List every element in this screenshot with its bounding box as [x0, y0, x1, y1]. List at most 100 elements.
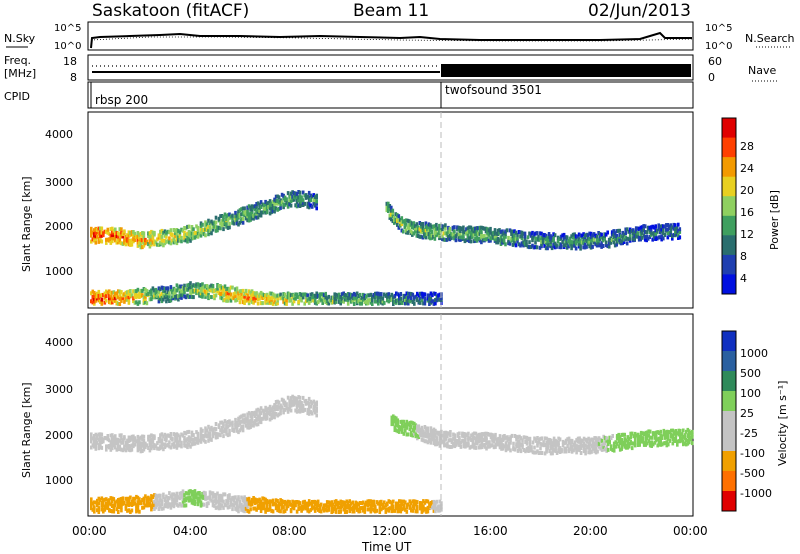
- power-cell: [153, 230, 156, 235]
- velocity-cell: [250, 411, 254, 415]
- power-cell: [282, 292, 285, 297]
- power-cell: [402, 229, 405, 234]
- velocity-cell: [183, 430, 186, 435]
- power-cell: [90, 226, 93, 231]
- velocity-cell: [123, 500, 126, 505]
- power-cell: [201, 230, 204, 235]
- velocity-cell: [575, 450, 578, 455]
- power-cell: [544, 246, 548, 251]
- power-cell: [100, 239, 104, 244]
- velocity-cell: [620, 438, 623, 442]
- power-cell: [184, 295, 188, 300]
- power-cell: [135, 289, 138, 294]
- power-cell: [273, 296, 276, 301]
- power-cell: [199, 233, 203, 238]
- power-cell: [171, 232, 174, 237]
- velocity-cell: [331, 509, 335, 514]
- velocity-cell: [516, 435, 520, 440]
- power-cell: [588, 239, 591, 244]
- power-cell: [118, 302, 122, 306]
- velocity-cbar-swatch: [722, 331, 736, 352]
- velocity-cell: [214, 500, 218, 505]
- velocity-cell: [398, 427, 401, 431]
- velocity-cell: [151, 444, 155, 449]
- power-cell: [235, 216, 239, 221]
- power-cell: [127, 242, 131, 247]
- power-cell: [108, 289, 111, 294]
- velocity-cell: [374, 509, 377, 514]
- velocity-cell: [449, 433, 452, 438]
- power-cell: [157, 299, 161, 304]
- power-cell: [175, 283, 179, 288]
- power-cell: [457, 225, 461, 230]
- power-cell: [624, 235, 627, 240]
- power-cell: [385, 201, 389, 206]
- power-cell: [277, 206, 281, 211]
- velocity-cell: [566, 444, 569, 448]
- velocity-cell: [120, 436, 123, 441]
- velocity-cell: [246, 504, 249, 509]
- velocity-cell: [94, 446, 98, 451]
- power-cell: [255, 202, 258, 206]
- power-cell: [147, 291, 150, 296]
- velocity-cell: [153, 502, 156, 507]
- power-cell: [102, 231, 105, 236]
- velocity-cell: [295, 403, 299, 408]
- power-cell: [225, 298, 228, 303]
- velocity-cell: [214, 493, 218, 498]
- velocity-cell: [593, 436, 596, 441]
- power-cell: [150, 292, 153, 297]
- power-cell: [390, 205, 393, 210]
- velocity-cell: [657, 431, 661, 435]
- velocity-cell: [180, 491, 183, 496]
- velocity-cell: [286, 504, 290, 509]
- velocity-cell: [292, 395, 296, 400]
- velocity-cell: [295, 509, 299, 514]
- power-cell: [388, 213, 392, 218]
- velocity-cell: [141, 434, 144, 439]
- velocity-cell: [624, 438, 628, 443]
- velocity-cell: [380, 499, 383, 504]
- velocity-cell: [261, 496, 264, 501]
- velocity-cell: [657, 436, 661, 441]
- velocity-cell: [286, 407, 290, 411]
- power-cell: [259, 301, 263, 306]
- power-cell: [288, 198, 291, 202]
- velocity-cell: [333, 499, 336, 504]
- velocity-cell: [259, 509, 263, 513]
- velocity-cell: [247, 411, 251, 416]
- power-cell: [607, 244, 611, 249]
- velocity-cell: [340, 504, 344, 509]
- velocity-cell: [313, 506, 317, 511]
- power-cell: [392, 295, 395, 300]
- power-cell: [255, 293, 258, 298]
- power-cell: [136, 231, 140, 235]
- power-cell: [414, 224, 417, 229]
- power-cell: [183, 226, 186, 230]
- velocity-cell: [395, 416, 398, 421]
- velocity-cell: [151, 505, 155, 509]
- power-cell: [139, 294, 143, 299]
- velocity-cell: [437, 441, 440, 446]
- velocity-cell: [243, 495, 246, 500]
- power-cell: [126, 295, 129, 300]
- velocity-cell: [482, 438, 485, 442]
- velocity-cell: [309, 410, 312, 415]
- power-cell: [371, 298, 374, 303]
- power-cell: [316, 293, 320, 298]
- power-cell: [106, 227, 110, 232]
- power-cell: [303, 201, 306, 206]
- power-cell: [190, 295, 194, 299]
- power-cell: [433, 236, 437, 241]
- velocity-cell: [328, 501, 332, 506]
- power-cell: [307, 296, 311, 301]
- velocity-cell: [204, 496, 207, 501]
- power-cell: [240, 296, 243, 301]
- power-cell: [657, 223, 660, 228]
- velocity-cell: [96, 498, 99, 503]
- velocity-cell: [521, 445, 524, 450]
- power-cell: [174, 288, 177, 293]
- power-cell: [256, 297, 260, 302]
- power-cell: [441, 234, 444, 239]
- velocity-cell: [300, 507, 303, 512]
